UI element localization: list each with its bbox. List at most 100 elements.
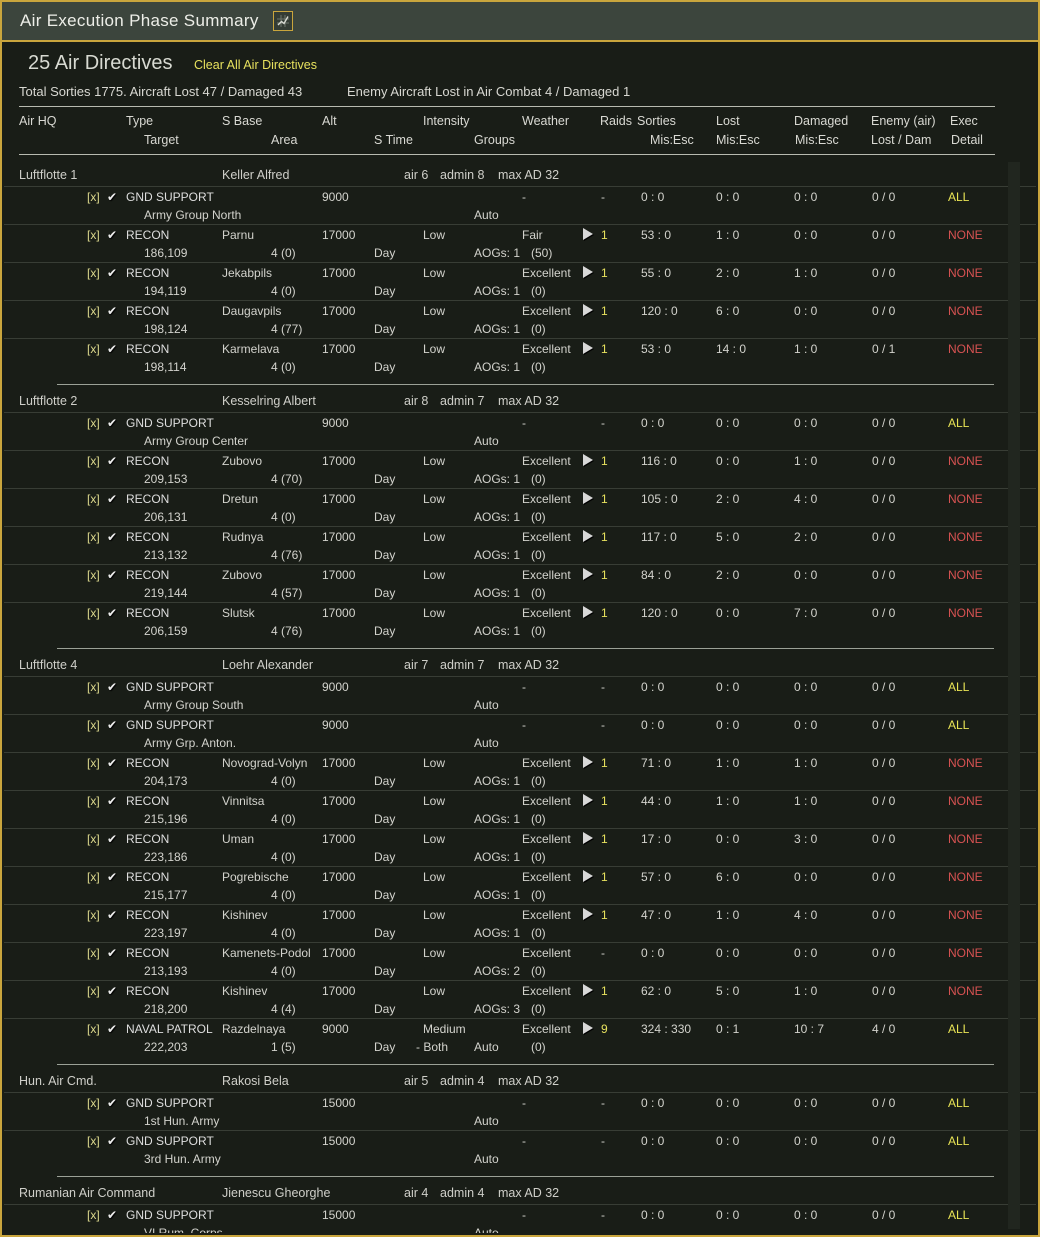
- remove-directive-button[interactable]: [x]: [87, 794, 100, 808]
- raid-play-icon[interactable]: [583, 908, 593, 920]
- remove-directive-button[interactable]: [x]: [87, 1208, 100, 1222]
- remove-directive-button[interactable]: [x]: [87, 530, 100, 544]
- directive-exec-detail-toggle[interactable]: NONE: [948, 304, 983, 318]
- remove-directive-button[interactable]: [x]: [87, 946, 100, 960]
- directive-enabled-checkbox[interactable]: ✔: [107, 190, 118, 204]
- raid-play-icon[interactable]: [583, 1022, 593, 1034]
- directive-enabled-checkbox[interactable]: ✔: [107, 342, 118, 356]
- raid-play-icon[interactable]: [583, 530, 593, 542]
- raid-play-icon[interactable]: [583, 984, 593, 996]
- air-directive-row: [x] ✔ RECON Kishinev 17000 Low Excellent…: [4, 980, 1036, 1018]
- directive-enabled-checkbox[interactable]: ✔: [107, 606, 118, 620]
- directive-lost: 0 : 0: [716, 416, 740, 430]
- remove-directive-button[interactable]: [x]: [87, 756, 100, 770]
- directive-exec-detail-toggle[interactable]: NONE: [948, 342, 983, 356]
- directive-enabled-checkbox[interactable]: ✔: [107, 946, 118, 960]
- remove-directive-button[interactable]: [x]: [87, 1022, 100, 1036]
- directive-enabled-checkbox[interactable]: ✔: [107, 718, 118, 732]
- remove-directive-button[interactable]: [x]: [87, 606, 100, 620]
- remove-directive-button[interactable]: [x]: [87, 870, 100, 884]
- directive-enabled-checkbox[interactable]: ✔: [107, 228, 118, 242]
- raid-play-icon[interactable]: [583, 454, 593, 466]
- air-directive-row: [x] ✔ RECON Novograd-Volyn 17000 Low Exc…: [4, 752, 1036, 790]
- directive-enabled-checkbox[interactable]: ✔: [107, 266, 118, 280]
- directive-exec-detail-toggle[interactable]: NONE: [948, 794, 983, 808]
- directive-enabled-checkbox[interactable]: ✔: [107, 794, 118, 808]
- directive-enabled-checkbox[interactable]: ✔: [107, 304, 118, 318]
- directive-exec-detail-toggle[interactable]: NONE: [948, 756, 983, 770]
- raid-play-icon[interactable]: [583, 492, 593, 504]
- directive-enabled-checkbox[interactable]: ✔: [107, 984, 118, 998]
- directive-sorties: 53 : 0: [641, 342, 672, 356]
- remove-directive-button[interactable]: [x]: [87, 908, 100, 922]
- directive-type: GND SUPPORT: [126, 718, 214, 732]
- directive-exec-detail-toggle[interactable]: NONE: [948, 568, 983, 582]
- remove-directive-button[interactable]: [x]: [87, 266, 100, 280]
- remove-directive-button[interactable]: [x]: [87, 228, 100, 242]
- scrollbar-track[interactable]: [1008, 162, 1020, 1229]
- directive-exec-detail-toggle[interactable]: ALL: [948, 1022, 970, 1036]
- directive-exec-detail-toggle[interactable]: ALL: [948, 1096, 970, 1110]
- chart-icon[interactable]: [272, 11, 293, 31]
- directive-lost: 0 : 0: [716, 680, 740, 694]
- directive-exec-detail-toggle[interactable]: NONE: [948, 606, 983, 620]
- directive-exec-detail-toggle[interactable]: NONE: [948, 946, 983, 960]
- remove-directive-button[interactable]: [x]: [87, 718, 100, 732]
- raid-play-icon[interactable]: [583, 342, 593, 354]
- directive-exec-detail-toggle[interactable]: ALL: [948, 680, 970, 694]
- raid-play-icon[interactable]: [583, 304, 593, 316]
- remove-directive-button[interactable]: [x]: [87, 416, 100, 430]
- directive-exec-detail-toggle[interactable]: ALL: [948, 1208, 970, 1222]
- raid-play-icon[interactable]: [583, 568, 593, 580]
- directive-exec-detail-toggle[interactable]: NONE: [948, 492, 983, 506]
- directive-enabled-checkbox[interactable]: ✔: [107, 1208, 118, 1222]
- directive-enabled-checkbox[interactable]: ✔: [107, 832, 118, 846]
- remove-directive-button[interactable]: [x]: [87, 680, 100, 694]
- directive-enabled-checkbox[interactable]: ✔: [107, 530, 118, 544]
- raid-play-icon[interactable]: [583, 266, 593, 278]
- directive-exec-detail-toggle[interactable]: NONE: [948, 984, 983, 998]
- directive-exec-detail-toggle[interactable]: ALL: [948, 718, 970, 732]
- remove-directive-button[interactable]: [x]: [87, 454, 100, 468]
- directive-exec-detail-toggle[interactable]: NONE: [948, 228, 983, 242]
- directive-enabled-checkbox[interactable]: ✔: [107, 492, 118, 506]
- directive-area: 4 (76): [271, 624, 303, 638]
- directive-exec-detail-toggle[interactable]: ALL: [948, 190, 970, 204]
- raid-play-icon[interactable]: [583, 756, 593, 768]
- directive-enabled-checkbox[interactable]: ✔: [107, 1096, 118, 1110]
- directive-damaged: 0 : 0: [794, 1096, 818, 1110]
- remove-directive-button[interactable]: [x]: [87, 190, 100, 204]
- directive-enabled-checkbox[interactable]: ✔: [107, 568, 118, 582]
- directive-enabled-checkbox[interactable]: ✔: [107, 756, 118, 770]
- directive-enabled-checkbox[interactable]: ✔: [107, 454, 118, 468]
- directive-enabled-checkbox[interactable]: ✔: [107, 908, 118, 922]
- raid-play-icon[interactable]: [583, 870, 593, 882]
- directive-enabled-checkbox[interactable]: ✔: [107, 1134, 118, 1148]
- clear-all-directives-link[interactable]: Clear All Air Directives: [194, 58, 317, 72]
- directive-exec-detail-toggle[interactable]: NONE: [948, 530, 983, 544]
- remove-directive-button[interactable]: [x]: [87, 304, 100, 318]
- directive-enabled-checkbox[interactable]: ✔: [107, 680, 118, 694]
- remove-directive-button[interactable]: [x]: [87, 492, 100, 506]
- remove-directive-button[interactable]: [x]: [87, 568, 100, 582]
- directive-exec-detail-toggle[interactable]: NONE: [948, 454, 983, 468]
- remove-directive-button[interactable]: [x]: [87, 832, 100, 846]
- directive-lost: 0 : 1: [716, 1022, 740, 1036]
- directive-enabled-checkbox[interactable]: ✔: [107, 416, 118, 430]
- directive-enabled-checkbox[interactable]: ✔: [107, 1022, 118, 1036]
- remove-directive-button[interactable]: [x]: [87, 1134, 100, 1148]
- raid-play-icon[interactable]: [583, 228, 593, 240]
- raid-play-icon[interactable]: [583, 794, 593, 806]
- directive-exec-detail-toggle[interactable]: NONE: [948, 908, 983, 922]
- directive-exec-detail-toggle[interactable]: NONE: [948, 870, 983, 884]
- directive-exec-detail-toggle[interactable]: ALL: [948, 416, 970, 430]
- directive-enabled-checkbox[interactable]: ✔: [107, 870, 118, 884]
- raid-play-icon[interactable]: [583, 606, 593, 618]
- directive-exec-detail-toggle[interactable]: NONE: [948, 266, 983, 280]
- remove-directive-button[interactable]: [x]: [87, 342, 100, 356]
- remove-directive-button[interactable]: [x]: [87, 984, 100, 998]
- directive-exec-detail-toggle[interactable]: ALL: [948, 1134, 970, 1148]
- directive-exec-detail-toggle[interactable]: NONE: [948, 832, 983, 846]
- remove-directive-button[interactable]: [x]: [87, 1096, 100, 1110]
- raid-play-icon[interactable]: [583, 832, 593, 844]
